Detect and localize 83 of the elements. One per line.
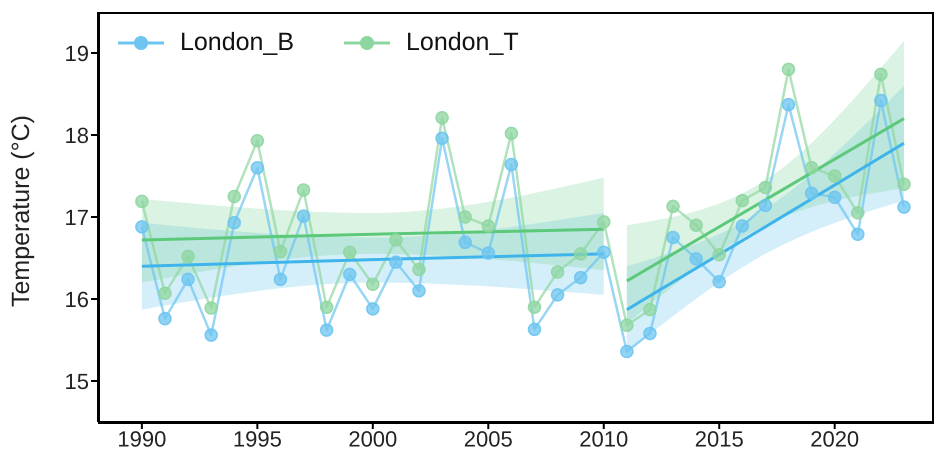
y-tick-label: 15 [64, 368, 89, 394]
point [158, 312, 172, 326]
point [550, 265, 564, 279]
point [712, 248, 726, 262]
point [389, 233, 403, 247]
point [851, 206, 865, 220]
point [804, 186, 818, 200]
point [597, 215, 611, 229]
x-tick-label: 2015 [694, 426, 744, 452]
point [666, 200, 680, 214]
point [504, 158, 518, 172]
point [228, 216, 242, 230]
point [782, 98, 796, 112]
point [782, 62, 796, 76]
point [181, 250, 195, 264]
point [874, 68, 888, 82]
point [643, 302, 657, 316]
point [550, 288, 564, 302]
point [666, 230, 680, 244]
point [366, 302, 380, 316]
point [574, 247, 588, 261]
y-tick-label: 17 [64, 204, 89, 230]
x-tick-label: 1995 [232, 426, 282, 452]
point [620, 318, 634, 332]
y-tick-label: 18 [64, 122, 89, 148]
point [504, 126, 518, 140]
point [828, 190, 842, 204]
point [804, 161, 818, 175]
point [158, 286, 172, 300]
point [250, 161, 264, 175]
point [389, 255, 403, 269]
point [597, 246, 611, 260]
point [620, 344, 634, 358]
point [758, 198, 772, 212]
point [528, 322, 542, 336]
point [643, 326, 657, 340]
x-tick-label: 2005 [464, 426, 513, 452]
y-tick-label: 16 [64, 286, 89, 312]
point [689, 252, 703, 266]
point [135, 220, 149, 234]
point [689, 218, 703, 232]
x-tick-label: 2010 [579, 426, 628, 452]
legend-label: London_T [406, 28, 519, 57]
x-tick-label: 2000 [348, 426, 398, 452]
point [274, 272, 288, 286]
point [412, 262, 426, 276]
point [274, 244, 288, 258]
point [342, 268, 356, 282]
y-axis-title: Temperature (°C) [6, 115, 35, 307]
point [574, 270, 588, 284]
x-tick-label: 2020 [810, 426, 860, 452]
point [204, 301, 218, 315]
point [458, 236, 472, 250]
point [135, 194, 149, 208]
y-tick-label: 19 [64, 40, 89, 66]
point [204, 328, 218, 342]
point [342, 246, 356, 260]
point [758, 180, 772, 194]
point [250, 134, 264, 148]
point [897, 200, 911, 214]
point [874, 94, 888, 108]
point [736, 219, 750, 233]
point [897, 177, 911, 191]
point [366, 277, 380, 291]
point [712, 275, 726, 289]
legend-label: London_B [180, 28, 294, 57]
point [458, 210, 472, 224]
point [528, 300, 542, 314]
point [320, 323, 334, 337]
point [736, 194, 750, 208]
point [412, 284, 426, 298]
point [435, 132, 449, 146]
x-tick-label: 1990 [117, 426, 166, 452]
point [320, 300, 334, 314]
point [828, 169, 842, 183]
point [435, 111, 449, 125]
point [228, 190, 242, 204]
point [482, 246, 496, 260]
point [851, 227, 865, 241]
point [296, 183, 310, 197]
point [482, 219, 496, 233]
point [296, 209, 310, 223]
point [181, 272, 195, 286]
